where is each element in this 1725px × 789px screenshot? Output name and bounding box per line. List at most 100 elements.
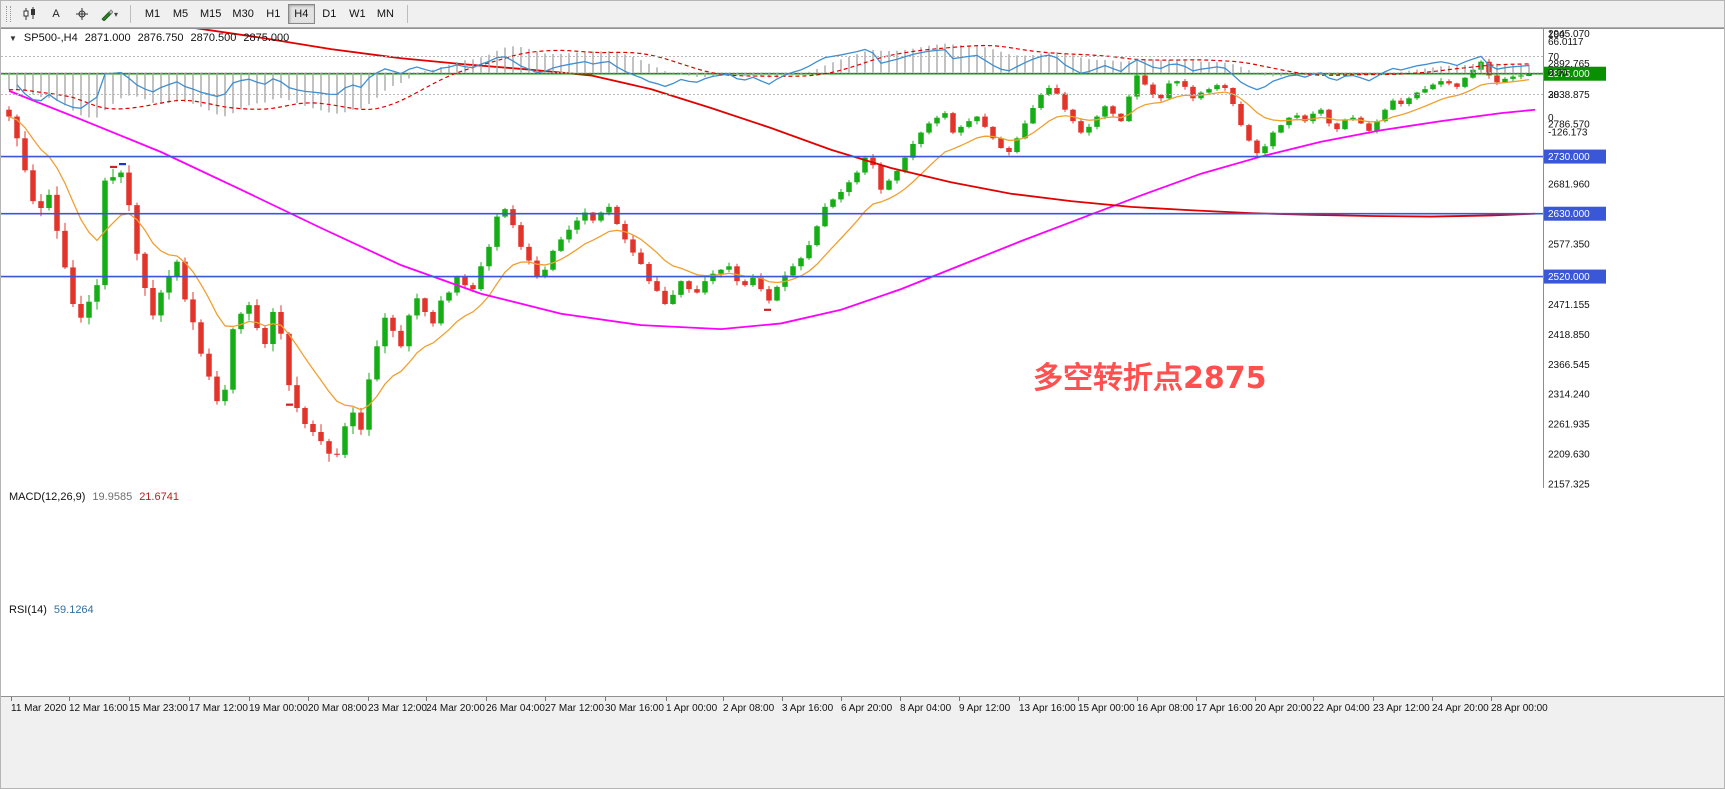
time-axis-label: 9 Apr 12:00 — [959, 703, 1011, 714]
time-tick — [1078, 697, 1079, 701]
time-tick — [1019, 697, 1020, 701]
timeframe-button-m1[interactable]: M1 — [139, 4, 166, 24]
time-axis-label: 20 Mar 08:00 — [308, 703, 367, 714]
time-tick — [249, 697, 250, 701]
time-axis-label: 23 Mar 12:00 — [368, 703, 427, 714]
axis-label: 2471.155 — [1548, 300, 1590, 311]
time-tick — [486, 697, 487, 701]
chart-collapse-icon[interactable]: ▼ — [9, 33, 17, 43]
timeframe-button-mn[interactable]: MN — [372, 4, 399, 24]
ohlc-low: 2870.500 — [190, 32, 237, 44]
axis-label: 2892.765 — [1548, 59, 1590, 70]
rsi-value: 59.1264 — [53, 604, 94, 616]
chart-annotation-text[interactable]: 多空转折点2875 — [1033, 361, 1267, 396]
toolbar-drag-handle[interactable] — [6, 6, 11, 22]
timeframe-button-m5[interactable]: M5 — [167, 4, 194, 24]
ma-mid-line — [8, 90, 1536, 331]
timeframe-button-m30[interactable]: M30 — [227, 4, 258, 24]
timeframe-button-m15[interactable]: M15 — [195, 4, 226, 24]
time-axis-label: 27 Mar 12:00 — [545, 703, 604, 714]
time-tick — [129, 697, 130, 701]
time-tick — [841, 697, 842, 701]
trade-marker[interactable] — [110, 165, 117, 169]
timeframe-button-w1[interactable]: W1 — [344, 4, 371, 24]
timeframe-button-h1[interactable]: H1 — [260, 4, 287, 24]
time-axis-label: 12 Mar 16:00 — [69, 703, 128, 714]
axis-label: 0.00 — [1548, 68, 1568, 79]
axis-label: 2786.570 — [1548, 120, 1590, 131]
toolbar: A ▾ M1 M5 M15 M30 H1 H4 D1 W1 MN — [1, 1, 1724, 28]
time-axis-label: 13 Apr 16:00 — [1019, 703, 1076, 714]
symbol-name: SP500-,H4 — [23, 32, 78, 44]
axis-label: 30 — [1548, 90, 1560, 101]
toolbar-separator — [130, 5, 132, 23]
time-tick — [69, 697, 70, 701]
candlestick-chart-button[interactable] — [18, 3, 42, 25]
axis-label: 2261.935 — [1548, 420, 1590, 431]
time-tick — [368, 697, 369, 701]
macd-value: 19.9585 — [92, 491, 133, 503]
time-tick — [1196, 697, 1197, 701]
time-axis-label: 24 Apr 20:00 — [1432, 703, 1489, 714]
time-axis-label: 6 Apr 20:00 — [841, 703, 893, 714]
ohlc-high: 2876.750 — [137, 32, 184, 44]
time-tick — [426, 697, 427, 701]
axis-label: 2838.875 — [1548, 90, 1590, 101]
axis-label: -126.173 — [1548, 128, 1588, 139]
time-axis-label: 28 Apr 00:00 — [1491, 703, 1548, 714]
macd-label: MACD(12,26,9) — [9, 491, 86, 503]
timeframe-button-d1[interactable]: D1 — [316, 4, 343, 24]
time-axis-label: 24 Mar 20:00 — [426, 703, 485, 714]
trade-marker[interactable] — [119, 163, 126, 166]
time-tick — [605, 697, 606, 701]
macd-header: MACD(12,26,9) 19.9585 21.6741 — [9, 491, 179, 503]
price-tag — [1544, 206, 1606, 221]
chevron-down-icon: ▾ — [114, 9, 119, 19]
axis-label: 2681.960 — [1548, 180, 1590, 191]
time-tick — [1432, 697, 1433, 701]
axis-label: 2945.070 — [1548, 29, 1590, 40]
rsi-label: RSI(14) — [9, 604, 47, 616]
rsi-header: RSI(14) 59.1264 — [9, 604, 94, 616]
time-tick — [666, 697, 667, 701]
time-tick — [900, 697, 901, 701]
macd-signal-value: 21.6741 — [139, 491, 179, 503]
time-scale[interactable]: 11 Mar 2020 12 Mar 16:00 15 Mar 23:00 17 Ma… — [1, 696, 1724, 788]
chart-window[interactable]: 2875.000 2730.000 2630.000 2520.000 2945.070… — [1, 28, 1725, 788]
time-axis-label: 20 Apr 20:00 — [1255, 703, 1312, 714]
time-tick — [782, 697, 783, 701]
time-axis-label: 22 Apr 04:00 — [1313, 703, 1370, 714]
timeframe-button-h4[interactable]: H4 — [287, 4, 315, 24]
time-tick — [959, 697, 960, 701]
time-axis-label: 3 Apr 16:00 — [782, 703, 834, 714]
moving-averages — [8, 28, 1536, 411]
ma-slow-line — [190, 28, 1536, 218]
text-label-button[interactable]: A — [44, 3, 68, 25]
macd-signal-line — [8, 44, 1530, 111]
price-tag-label: 2875.000 — [1548, 69, 1590, 80]
drawing-tools-button[interactable]: ▾ — [96, 3, 122, 25]
time-tick — [1491, 697, 1492, 701]
crosshair-button[interactable] — [70, 3, 94, 25]
trade-marker[interactable] — [764, 308, 771, 311]
pencil-icon — [101, 8, 113, 21]
trade-marker[interactable] — [286, 403, 293, 406]
axis-label: 2209.630 — [1548, 449, 1590, 460]
time-tick — [1137, 697, 1138, 701]
axis-label: 100 — [1548, 30, 1565, 41]
rsi-line — [16, 48, 1530, 109]
crosshair-icon — [76, 8, 88, 20]
time-tick — [1313, 697, 1314, 701]
rsi-indicator-canvas[interactable]: 100 70 30 0 — [1, 28, 1725, 123]
time-tick — [545, 697, 546, 701]
time-axis-label: 19 Mar 00:00 — [249, 703, 308, 714]
time-tick — [1373, 697, 1374, 701]
time-axis-label: 30 Mar 16:00 — [605, 703, 664, 714]
axis-label: 70 — [1548, 52, 1560, 63]
price-tag-label: 2730.000 — [1548, 152, 1590, 163]
price-tag — [1544, 269, 1606, 284]
axis-label: 2366.545 — [1548, 360, 1590, 371]
time-tick — [1255, 697, 1256, 701]
time-axis-label: 23 Apr 12:00 — [1373, 703, 1430, 714]
time-axis-label: 11 Mar 2020 — [11, 703, 67, 714]
